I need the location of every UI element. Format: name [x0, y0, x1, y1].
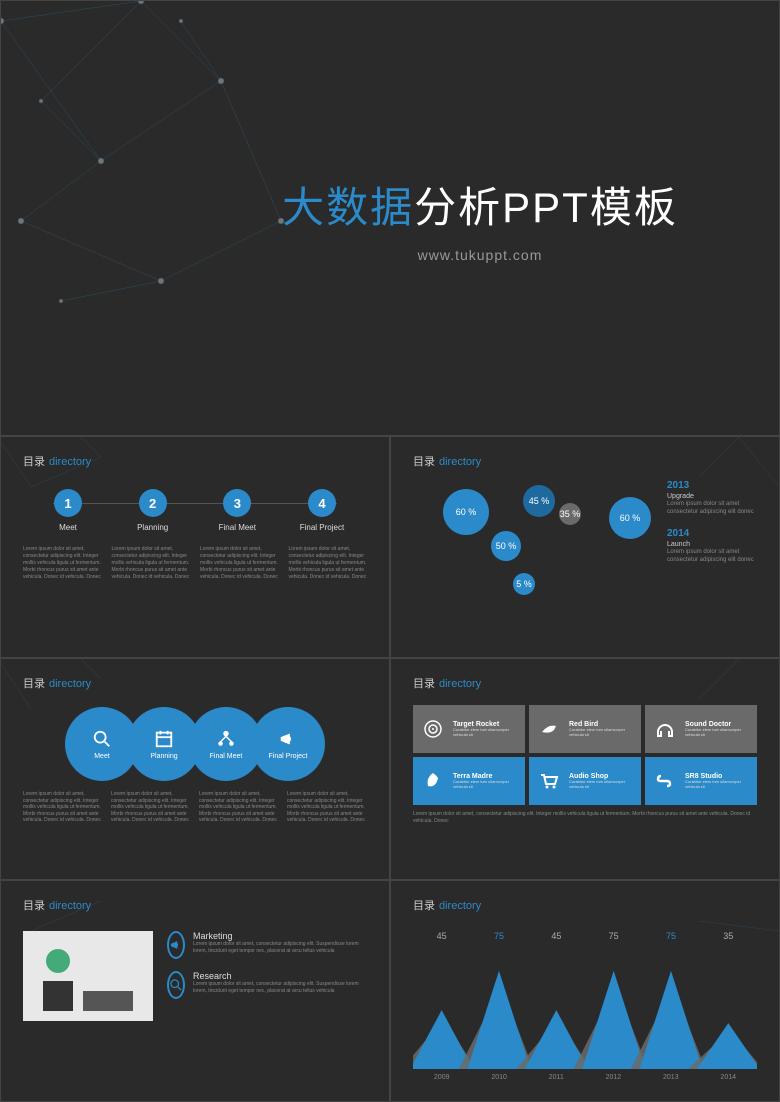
big-circle: Final Project	[251, 707, 325, 781]
bubble: 45 %	[523, 485, 555, 517]
slide-triangles: 目录directory 457545757535 200920102011201…	[390, 880, 780, 1102]
logo-card: Terra MadreCurabitur elem tum ullamcorpe…	[413, 757, 525, 805]
logo-card: Audio ShopCurabitur elem tum ullamcorper…	[529, 757, 641, 805]
tri-year: 2013	[663, 1074, 679, 1081]
hero-slide: 大数据分析PPT模板 www.tukuppt.com	[0, 0, 780, 436]
tri-year: 2012	[606, 1074, 622, 1081]
tri-year: 2014	[720, 1074, 736, 1081]
logo-card: SR8 StudioCurabitur elem tum ullamcorper…	[645, 757, 757, 805]
bubble: 35 %	[559, 503, 581, 525]
logo-card: Red BirdCurabitur elem tum ullamcorper v…	[529, 705, 641, 753]
tri-value: 75	[609, 931, 619, 941]
logo-card: Target RocketCurabitur elem tum ullamcor…	[413, 705, 525, 753]
tri-value: 45	[551, 931, 561, 941]
slide-logo-grid: 目录directory Target RocketCurabitur elem …	[390, 658, 780, 880]
plexus-decoration	[0, 0, 381, 381]
tri-year: 2011	[549, 1074, 564, 1081]
feature-item: ResearchLorem ipsum dolor sit amet, cons…	[167, 971, 367, 999]
tri-value: 75	[494, 931, 504, 941]
bubble: 5 %	[513, 573, 535, 595]
step: 2Planning	[118, 489, 188, 532]
tri-year: 2009	[434, 1074, 450, 1081]
step: 1Meet	[33, 489, 103, 532]
bubble: 60 %	[609, 497, 651, 539]
slide-bigcircles: 目录directory MeetPlanningFinal MeetFinal …	[0, 658, 390, 880]
step: 3Final Meet	[202, 489, 272, 532]
tri-value: 75	[666, 931, 676, 941]
tri-year: 2010	[491, 1074, 507, 1081]
photo-placeholder	[23, 931, 153, 1021]
hero-subtitle: www.tukuppt.com	[418, 247, 543, 263]
slide-bubbles: 目录directory 60 %45 %35 %50 %5 %60 % 2013…	[390, 436, 780, 658]
slide-photo: 目录directory MarketingLorem ipsum dolor s…	[0, 880, 390, 1102]
tri-value: 45	[437, 931, 447, 941]
slide-steps: 目录directory 1Meet2Planning3Final Meet4Fi…	[0, 436, 390, 658]
bubble: 50 %	[491, 531, 521, 561]
step: 4Final Project	[287, 489, 357, 532]
bubble: 60 %	[443, 489, 489, 535]
year-block: 2014LaunchLorem ipsum dolor sit amet con…	[667, 527, 757, 565]
feature-item: MarketingLorem ipsum dolor sit amet, con…	[167, 931, 367, 959]
tri-value: 35	[723, 931, 733, 941]
